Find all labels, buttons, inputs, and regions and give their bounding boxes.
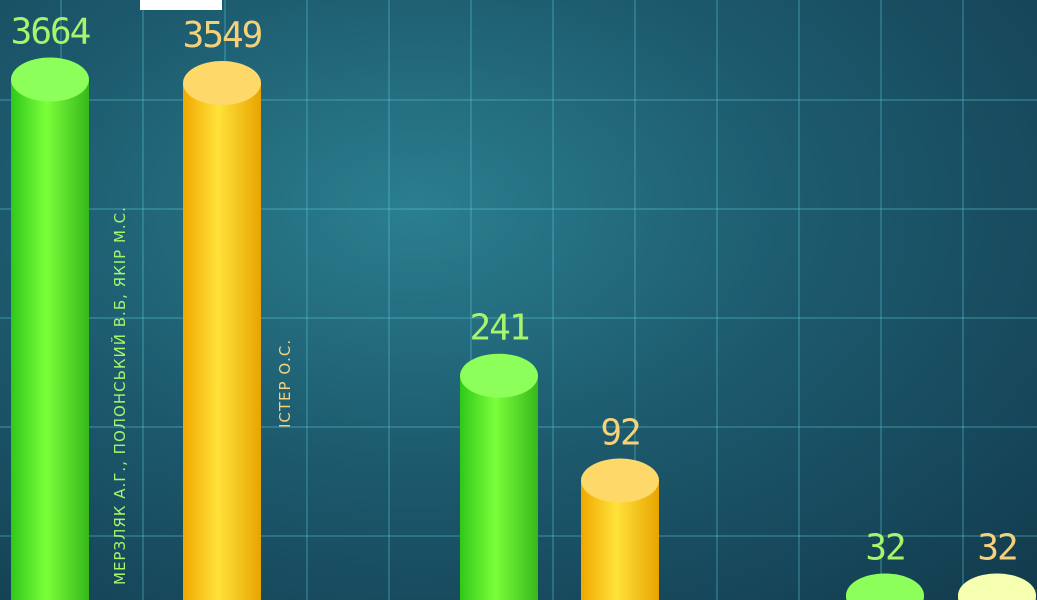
value-label: 3664 [11,12,90,53]
bar [460,375,538,600]
bar-cap [958,573,1036,600]
value-label: 3549 [183,15,262,56]
bar-cap [581,458,659,503]
value-label: 32 [977,527,1016,568]
bar [183,83,261,600]
value-label: 241 [469,308,528,349]
bar-cap [183,61,261,106]
value-label: 92 [600,413,639,454]
series-label: ІСТЕР О.С. [276,339,294,428]
value-label: 32 [865,527,904,568]
series-label: МЕРЗЛЯК А.Г., ПОЛОНСЬКИЙ В.Б, ЯКІР М.С. [110,206,129,585]
bar-cap [11,57,89,102]
bar-cap [460,353,538,398]
bar-cap [846,573,924,600]
logo-fragment [140,0,222,10]
bar [11,79,89,600]
